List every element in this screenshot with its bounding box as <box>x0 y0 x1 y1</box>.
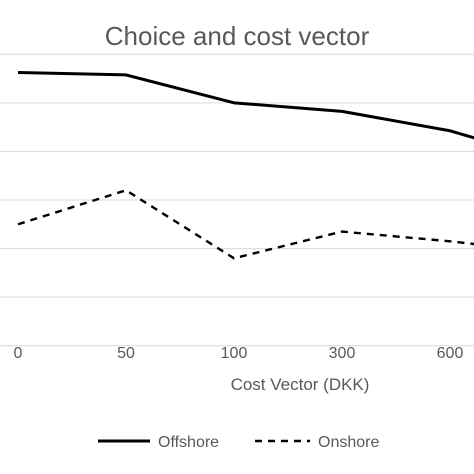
x-tick-label: 100 <box>221 345 248 362</box>
x-tick-label: 300 <box>329 345 356 362</box>
gridlines <box>0 53 474 347</box>
series-line-onshore <box>17 188 474 260</box>
x-tick-label: 0 <box>14 345 23 362</box>
x-tick-labels: 0 50 100 300 600 <box>14 345 464 362</box>
legend-label-offshore: Offshore <box>158 434 219 451</box>
chart-title: Choice and cost vector <box>105 21 370 51</box>
x-tick-label: 600 <box>437 345 464 362</box>
legend: Offshore Onshore <box>98 434 379 451</box>
x-tick-label: 50 <box>117 345 135 362</box>
x-axis-label: Cost Vector (DKK) <box>231 375 370 394</box>
series-lines <box>17 71 474 260</box>
legend-label-onshore: Onshore <box>318 434 379 451</box>
series-line-offshore <box>17 71 474 140</box>
